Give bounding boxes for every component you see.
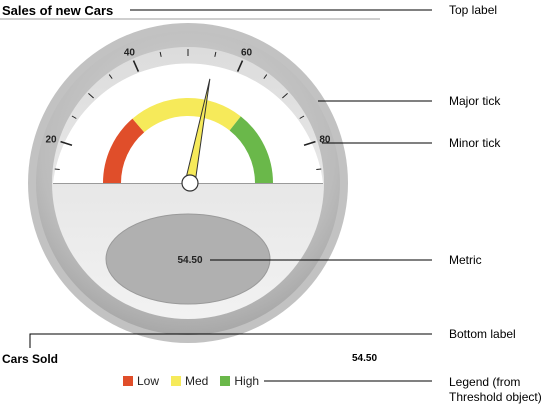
callout-top-label: Top label (449, 3, 498, 17)
minor-tick (282, 92, 288, 99)
legend-swatch-low (123, 376, 133, 386)
legend-item-med: Med (171, 374, 208, 388)
bottom-value: 54.50 (352, 353, 378, 364)
tick-label: 60 (241, 47, 253, 58)
legend-swatch-med (171, 376, 182, 386)
minor-tick (316, 168, 322, 171)
metric-display (105, 213, 271, 305)
metric-value: 54.50 (177, 255, 202, 266)
minor-tick (263, 74, 268, 79)
legend-label-high: High (234, 374, 260, 388)
legend: Low Med High (123, 374, 271, 388)
major-tick (132, 60, 140, 72)
tick-label: 20 (45, 135, 57, 146)
legend-swatch-high (220, 376, 231, 386)
major-tick (60, 140, 73, 147)
needle-hub (181, 174, 199, 192)
callout-major-tick: Major tick (449, 94, 501, 108)
callout-metric: Metric (449, 253, 482, 267)
gauge-ticks (54, 49, 322, 171)
threshold-arc-high (229, 116, 273, 184)
minor-tick (88, 92, 94, 99)
minor-tick (159, 51, 162, 57)
callout-bottom-label: Bottom label (449, 327, 516, 341)
minor-tick (54, 168, 60, 171)
legend-item-low: Low (123, 374, 159, 388)
bottom-label-leader (29, 333, 432, 348)
legend-label-low: Low (137, 374, 160, 388)
callout-legend-line1: Legend (from (449, 375, 521, 389)
threshold-arc-low (103, 118, 145, 184)
major-tick (303, 140, 316, 147)
major-tick (236, 60, 244, 72)
legend-item-high: High (220, 374, 259, 388)
bottom-label: Cars Sold (2, 352, 59, 366)
threshold-arcs (103, 98, 273, 184)
top-label: Sales of new Cars (2, 3, 114, 18)
minor-tick (108, 74, 113, 79)
tick-label: 40 (124, 47, 136, 58)
tick-label: 80 (319, 135, 331, 146)
minor-tick (214, 51, 217, 57)
threshold-arc-med (132, 98, 241, 133)
legend-label-med: Med (185, 374, 209, 388)
gauge-tick-labels: 20 40 60 80 (45, 47, 330, 145)
callout-legend-line2: Threshold object) (449, 390, 542, 404)
callout-minor-tick: Minor tick (449, 136, 501, 150)
minor-tick (299, 115, 305, 119)
minor-tick (71, 115, 77, 119)
